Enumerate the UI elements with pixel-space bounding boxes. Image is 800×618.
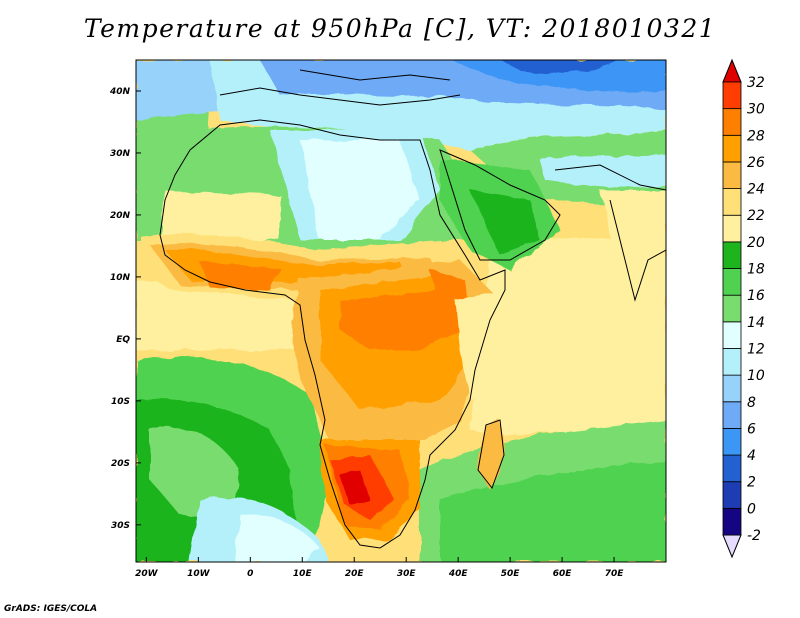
lon-tick-label: 0 — [247, 569, 253, 579]
colorbar-label: 30 — [747, 102, 765, 118]
colorbar-label: 4 — [747, 448, 756, 464]
lat-tick-label: 30N — [110, 149, 131, 159]
colorbar-label: 2 — [747, 475, 756, 491]
colorbar-swatch — [722, 108, 742, 136]
colorbar-swatch — [722, 481, 742, 509]
colorbar-label: 12 — [747, 341, 765, 357]
axis-ticks: 20W 10W 0 10E 20E 30E 40E 50E 60E 70E 40N 30N 20N 10N… — [109, 87, 624, 579]
colorbar-label: 14 — [747, 315, 765, 331]
lat-tick-label: 10N — [110, 273, 131, 283]
colorbar-swatch — [722, 241, 742, 269]
lon-tick-label: 50E — [501, 569, 521, 579]
lon-tick-label: 20W — [135, 569, 159, 579]
colorbar-swatch — [722, 401, 742, 429]
colorbar-swatch — [722, 214, 742, 243]
colorbar-swatch — [722, 348, 742, 376]
colorbar-label: 18 — [747, 262, 765, 278]
colorbar-swatch — [722, 161, 742, 189]
lat-tick-label: 40N — [109, 87, 131, 97]
colorbar-label: 28 — [747, 128, 765, 144]
map-title: Temperature at 950hPa [C], VT: 201801032… — [83, 14, 717, 43]
colorbar-label: 20 — [747, 235, 765, 251]
lon-tick-label: 10E — [293, 569, 313, 579]
colorbar-swatch — [722, 294, 742, 323]
colorbar-over-arrow — [722, 58, 742, 83]
coastlines — [159, 69, 666, 549]
colorbar-label: 16 — [747, 288, 765, 304]
lat-tick-label: 30S — [111, 521, 130, 531]
lon-tick-label: 60E — [553, 569, 573, 579]
colorbar-swatch — [722, 507, 742, 536]
colorbar-under-arrow — [722, 534, 742, 559]
lat-tick-label: 20S — [111, 459, 130, 469]
map-frame — [135, 59, 667, 563]
colorbar-label: 22 — [747, 208, 765, 224]
colorbar-swatch — [722, 454, 742, 483]
colorbar-label: 32 — [747, 75, 765, 91]
colorbar-label: -2 — [747, 528, 761, 544]
lon-tick-label: 10W — [187, 569, 211, 579]
colorbar-label: 0 — [747, 501, 756, 517]
colorbar-swatch — [722, 134, 742, 163]
colorbar-label: 6 — [747, 421, 756, 437]
lat-tick-label: EQ — [116, 335, 130, 345]
colorbar-label: 24 — [747, 182, 765, 198]
lon-tick-label: 20E — [345, 569, 365, 579]
colorbar-swatch — [722, 268, 742, 296]
colorbar-swatch — [722, 428, 742, 456]
colorbar-swatch — [722, 188, 742, 216]
colorbar-label: 26 — [747, 155, 765, 171]
lon-tick-label: 40E — [448, 569, 469, 579]
colorbar-swatch — [722, 321, 742, 349]
grads-credit: GrADS: IGES/COLA — [4, 604, 98, 614]
lon-tick-label: 30E — [397, 569, 417, 579]
colorbar-swatch — [722, 374, 742, 403]
lon-tick-label: 70E — [605, 569, 625, 579]
lat-tick-label: 10S — [111, 397, 130, 407]
lat-tick-label: 20N — [110, 211, 131, 221]
colorbar-swatch — [722, 81, 742, 110]
colorbar-label: 8 — [747, 395, 756, 411]
temperature-field — [136, 60, 666, 562]
colorbar-label: 10 — [747, 368, 765, 384]
